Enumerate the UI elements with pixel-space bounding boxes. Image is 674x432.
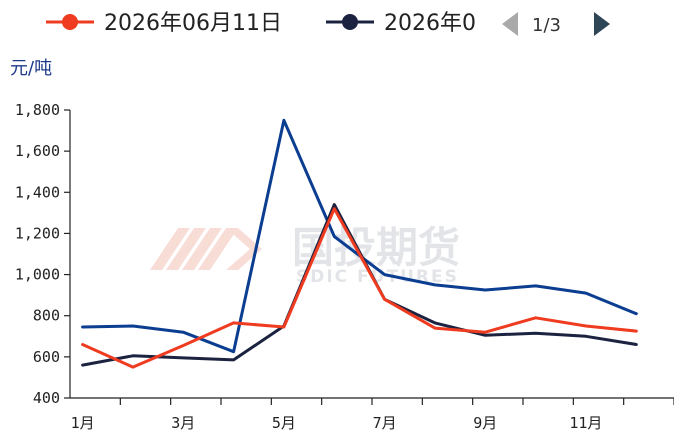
x-tick-label: 7月 [373, 414, 397, 432]
watermark-logo [150, 228, 262, 270]
y-tick-label: 1,800 [15, 101, 60, 119]
triangle-left-icon[interactable] [502, 12, 518, 36]
legend-label-2: 2026年0 [384, 11, 476, 36]
x-tick-label: 5月 [272, 414, 296, 432]
y-tick-label: 400 [33, 389, 60, 407]
axes: 400 600 800 1,000 1,200 1,400 1,600 1,800 1月 3月 5月… [15, 101, 674, 432]
watermark-cn-text: 国投期货 [292, 223, 460, 272]
y-tick-label: 800 [33, 307, 60, 325]
x-tick-label: 9月 [473, 414, 497, 432]
y-tick-label: 1,000 [15, 266, 60, 284]
legend-label-1: 2026年06月11日 [104, 11, 282, 36]
watermark: 国投期货 SDIC FUTURES [150, 223, 460, 287]
legend-label-clip [478, 4, 500, 40]
y-tick-label: 600 [33, 348, 60, 366]
legend-marker-2 [342, 14, 358, 30]
legend-item-1[interactable]: 2026年06月11日 [46, 11, 282, 36]
y-tick-label: 1,600 [15, 142, 60, 160]
triangle-right-icon[interactable] [594, 12, 610, 36]
x-tick-label: 11月 [569, 414, 602, 432]
y-tick-label: 1,200 [15, 224, 60, 242]
series-layer [81, 118, 638, 369]
legend-page-indicator: 1/3 [532, 15, 561, 36]
legend: 2026年06月11日 2026年0 1/3 [46, 4, 610, 40]
x-tick-label: 1月 [71, 414, 95, 432]
legend-pager: 1/3 [502, 12, 610, 36]
y-tick-label: 1,400 [15, 183, 60, 201]
x-tick-label: 3月 [171, 414, 195, 432]
legend-item-2[interactable]: 2026年0 [326, 4, 500, 40]
y-unit-label: 元/吨 [10, 58, 52, 79]
legend-marker-1 [62, 14, 78, 30]
series-line-1 [81, 207, 638, 369]
